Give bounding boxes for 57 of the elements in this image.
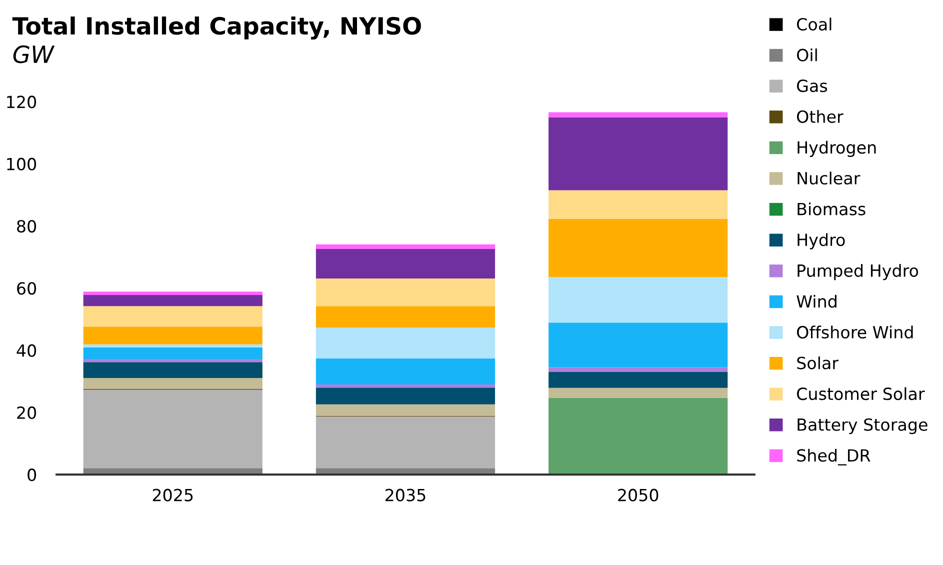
y-tick-label: 40 [16, 344, 36, 357]
bar [83, 362, 262, 378]
bar [316, 306, 496, 328]
bar [548, 218, 728, 277]
bar [548, 322, 728, 368]
bar [316, 278, 496, 306]
y-tick-label: 20 [17, 406, 36, 420]
legend-label: Hydrogen [798, 140, 876, 157]
y-tick-label: 80 [17, 220, 36, 233]
bar [83, 292, 262, 295]
legend-label: Customer Solar [797, 387, 925, 400]
bar [83, 359, 262, 362]
bar [548, 388, 728, 398]
bar [83, 326, 262, 344]
y-tick-label: 60 [17, 282, 36, 295]
bar [316, 358, 496, 384]
legend-label: Solar [797, 356, 839, 370]
legend-label: Hydro [798, 233, 845, 250]
legend-label: Nuclear [798, 172, 860, 185]
y-tick-label: 100 [7, 158, 36, 170]
bar [83, 294, 262, 306]
legend-label: Gas [797, 80, 828, 92]
bar [548, 276, 728, 323]
chart-title: Total Installed Capacity, NYISO [12, 16, 421, 40]
bar [316, 328, 496, 358]
bar [83, 348, 262, 359]
bar [83, 378, 262, 389]
bar [83, 306, 262, 327]
bar [548, 372, 728, 388]
x-tick-label: 2035 [386, 488, 426, 502]
legend-label: Shed_DR [797, 448, 870, 466]
bar [548, 398, 728, 475]
bar [316, 388, 496, 404]
y-tick-label: 120 [7, 96, 36, 108]
bar [83, 390, 262, 468]
bar [548, 112, 728, 118]
legend-label: Pumped Hydro [798, 264, 918, 280]
bar [316, 248, 496, 279]
bar [316, 416, 496, 468]
bar [548, 367, 728, 372]
x-tick-label: 2050 [618, 488, 658, 502]
y-tick-label: 0 [28, 468, 36, 482]
bar [548, 190, 728, 219]
bar [548, 117, 728, 190]
legend-label: Oil [797, 48, 817, 62]
legend-label: Battery Storage [798, 418, 928, 434]
bar [316, 244, 496, 249]
x-tick-label: 2025 [152, 488, 193, 502]
bar [83, 344, 262, 348]
y-axis-title: GW [13, 45, 55, 64]
legend-label: Other [797, 110, 844, 123]
bar [316, 384, 496, 388]
legend-label: Wind [796, 294, 836, 308]
legend-label: Biomass [798, 202, 866, 216]
legend-label: Offshore Wind [797, 326, 913, 339]
legend-label: Coal [797, 18, 832, 31]
bar [316, 404, 496, 416]
